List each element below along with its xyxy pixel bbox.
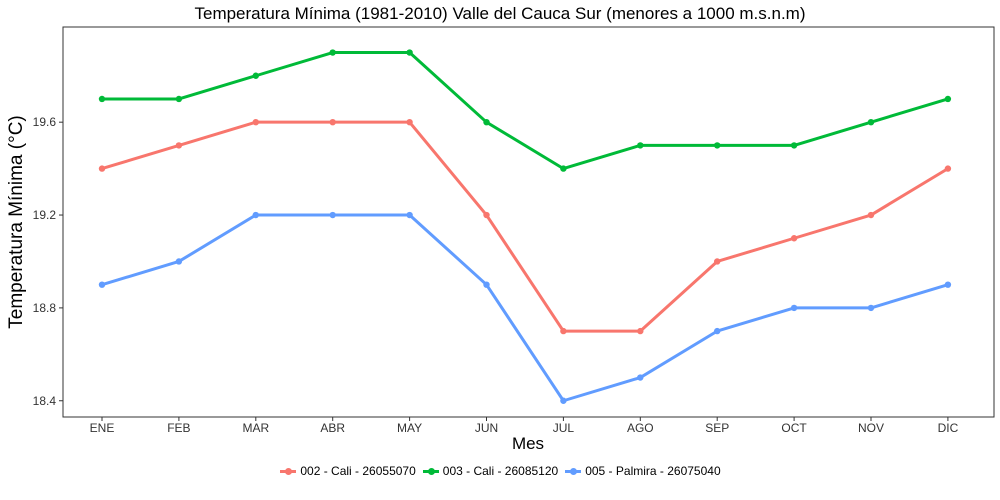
x-tick-label: OCT [781,421,807,435]
legend-item-1: 002 - Cali - 26055070 [279,464,416,478]
data-point [867,118,875,126]
data-point [714,142,721,149]
data-point [98,281,106,288]
data-point [944,95,952,103]
data-point [867,304,875,312]
x-tick-label: ABR [320,421,345,435]
data-point [483,118,490,126]
chart-title: Temperatura Mínima (1981-2010) Valle del… [194,4,806,23]
data-point [252,211,259,219]
legend-label: 003 - Cali - 26085120 [442,464,559,478]
data-point [252,72,259,79]
y-axis: 18.4 18.8 19.2 19.6 [33,115,63,408]
data-point [560,397,567,404]
legend-key [279,465,297,477]
y-tick-label: 19.6 [33,115,57,129]
data-point [790,142,798,149]
x-tick-label: MAR [242,421,269,435]
series-layer [98,49,952,404]
x-tick-label: JUL [553,421,575,435]
plot-panel-border [62,26,995,418]
x-axis-title: Mes [512,434,544,453]
data-point [560,165,567,172]
x-tick-label: JUN [475,421,498,435]
data-point [483,281,490,288]
line-chart: 18.4 18.8 19.2 19.6 ENE FEB MAR ABR MAY JUN JUL AG… [6,26,995,453]
data-point [329,118,336,126]
y-tick-label: 19.2 [33,208,57,222]
data-point [637,142,644,149]
legend-item-2: 003 - Cali - 26085120 [422,464,558,478]
x-tick-label: ENE [90,421,115,435]
data-point [790,235,798,242]
x-tick-label: AGO [627,421,654,435]
legend-key [422,465,440,477]
data-point [252,118,259,126]
y-tick-label: 18.8 [33,301,57,315]
legend-item-3: 005 - Palmira - 26075040 [564,464,721,478]
data-point [175,142,183,149]
y-tick-label: 18.4 [33,394,57,408]
data-point [175,258,183,265]
data-point [560,327,567,335]
data-point [406,49,413,56]
data-point [329,49,336,56]
series-line-3 [101,213,949,403]
data-point [98,165,106,172]
data-point [329,211,336,219]
data-point [637,374,644,381]
data-point [406,211,413,219]
data-point [867,211,875,219]
x-tick-label: DIC [938,421,959,435]
data-point [944,281,952,288]
data-point [944,165,952,172]
series-line-2 [102,51,949,171]
y-axis-title: Temperatura Mínima (°C) [6,115,27,328]
x-tick-label: MAY [397,421,422,435]
x-tick-label: FEB [167,421,190,435]
legend-label: 002 - Cali - 26055070 [300,464,416,478]
data-point [175,95,183,103]
data-point [637,327,644,335]
legend: 002 - Cali - 26055070 003 - Cali - 260851… [0,464,1000,478]
data-point [98,95,106,103]
data-point [714,258,721,265]
x-tick-label: NOV [858,421,884,435]
data-point [406,118,413,126]
data-point [790,304,798,312]
series-line-1 [101,120,949,333]
x-axis: ENE FEB MAR ABR MAY JUN JUL AGO SEP OCT NOV DIC [90,417,959,435]
legend-key [564,465,582,477]
x-tick-label: SEP [705,421,729,435]
data-point [714,327,721,335]
data-point [483,211,490,219]
legend-label: 005 - Palmira - 26075040 [585,464,721,478]
